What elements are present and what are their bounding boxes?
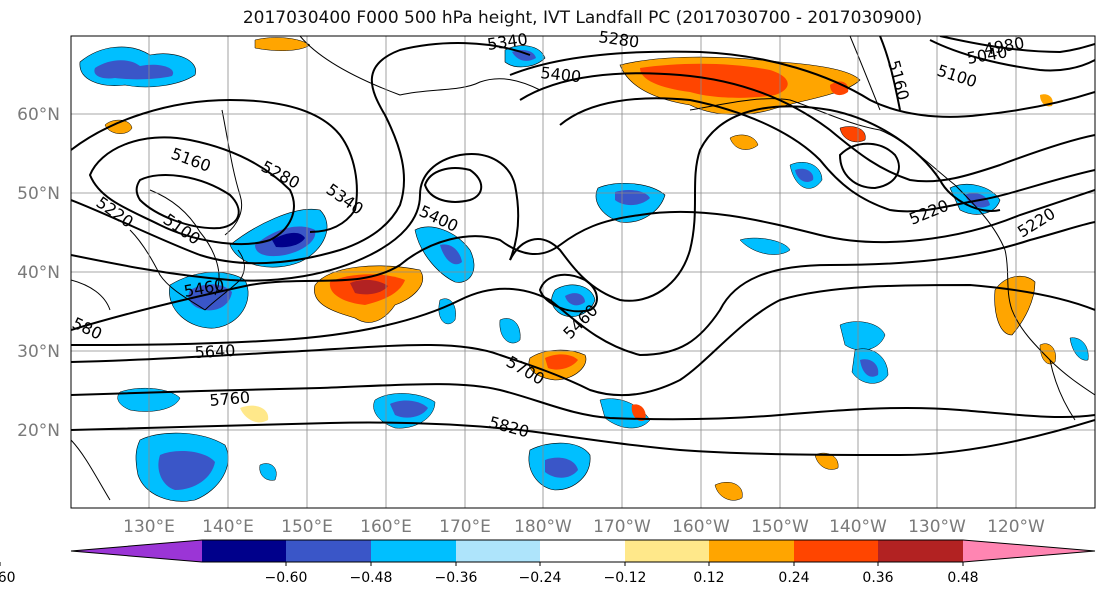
colorbar-extension-low: [71, 540, 202, 562]
colorbar-tick-label: 0.36: [862, 570, 893, 586]
colorbar-tick-label: −0.24: [519, 570, 562, 586]
colorbar-tick-label: −0.48: [350, 570, 393, 586]
lon-label-170w: 170°W: [593, 517, 651, 537]
contour-label-5100-west: 5100: [160, 210, 204, 249]
colorbar-tick-label: 0.48: [947, 570, 978, 586]
lat-label-30n: 30°N: [17, 342, 60, 362]
colorbar-tick-label: 0.24: [778, 570, 809, 586]
colorbar-segment: [540, 540, 625, 562]
contour-label-5340-west: 5340: [323, 180, 367, 219]
latitude-labels: 60°N 50°N 40°N 30°N 20°N: [17, 105, 60, 441]
colorbar-tick-label: −0.12: [604, 570, 647, 586]
colorbar: −0.60 −0.48 −0.36 −0.24 −0.12 0.12 0.24 0.36 0.4…: [0, 539, 1096, 586]
contour-label-5820: 5820: [487, 413, 531, 442]
contour-label-5280-west: 5280: [258, 157, 303, 193]
lon-label-150w: 150°W: [751, 517, 809, 537]
lat-label-40n: 40°N: [17, 263, 60, 283]
lon-label-180w: 180°W: [514, 517, 572, 537]
contour-label-5160-east: 5160: [884, 58, 913, 102]
colorbar-segment: [794, 540, 878, 562]
lat-label-20n: 20°N: [17, 421, 60, 441]
lon-label-160w: 160°W: [672, 517, 730, 537]
colorbar-segment: [202, 540, 286, 562]
colorbar-tick-label: −0.60: [265, 570, 308, 586]
lon-label-120w: 120°W: [987, 517, 1045, 537]
coastlines: [71, 36, 1095, 501]
lon-label-140e: 140°E: [202, 517, 254, 537]
contour-label-5400: 5400: [540, 63, 582, 86]
colorbar-tick-label: 0.12: [693, 570, 724, 586]
lon-label-150e: 150°E: [281, 517, 333, 537]
height-contours: [71, 36, 1095, 457]
lon-label-140w: 140°W: [829, 517, 887, 537]
colorbar-segment: [878, 540, 963, 562]
colorbar-outline: [70, 539, 1096, 563]
contour-label-5640: 5640: [194, 341, 236, 362]
longitude-labels: 130°E 140°E 150°E 160°E 170°E 180°W 170°…: [123, 517, 1045, 537]
colorbar-segment: [371, 540, 456, 562]
contour-label-5160-west: 5160: [169, 144, 214, 176]
contour-label-partial: 580: [69, 313, 105, 343]
contour-label-5760: 5760: [209, 388, 251, 410]
colorbar-extension-high: [963, 540, 1095, 562]
lon-label-130e: 130°E: [123, 517, 175, 537]
colorbar-segment: [709, 540, 794, 562]
contour-label-5280: 5280: [597, 27, 640, 51]
colorbar-segment: [625, 540, 709, 562]
lat-label-60n: 60°N: [17, 105, 60, 125]
ivt-shading: [79, 37, 1089, 502]
colorbar-segment: [456, 540, 540, 562]
graticule: [71, 36, 1095, 508]
contour-label-5220-east: 5220: [906, 196, 951, 229]
lon-label-130w: 130°W: [908, 517, 966, 537]
map-title: 2017030400 F000 500 hPa height, IVT Land…: [242, 8, 923, 28]
lon-label-170e: 170°E: [439, 517, 491, 537]
map-frame: [70, 35, 1096, 509]
colorbar-tick-label: 0.60: [0, 570, 16, 586]
lon-label-160e: 160°E: [360, 517, 412, 537]
colorbar-tick-label: −0.36: [435, 570, 478, 586]
colorbar-segment: [286, 540, 371, 562]
lat-label-50n: 50°N: [17, 184, 60, 204]
